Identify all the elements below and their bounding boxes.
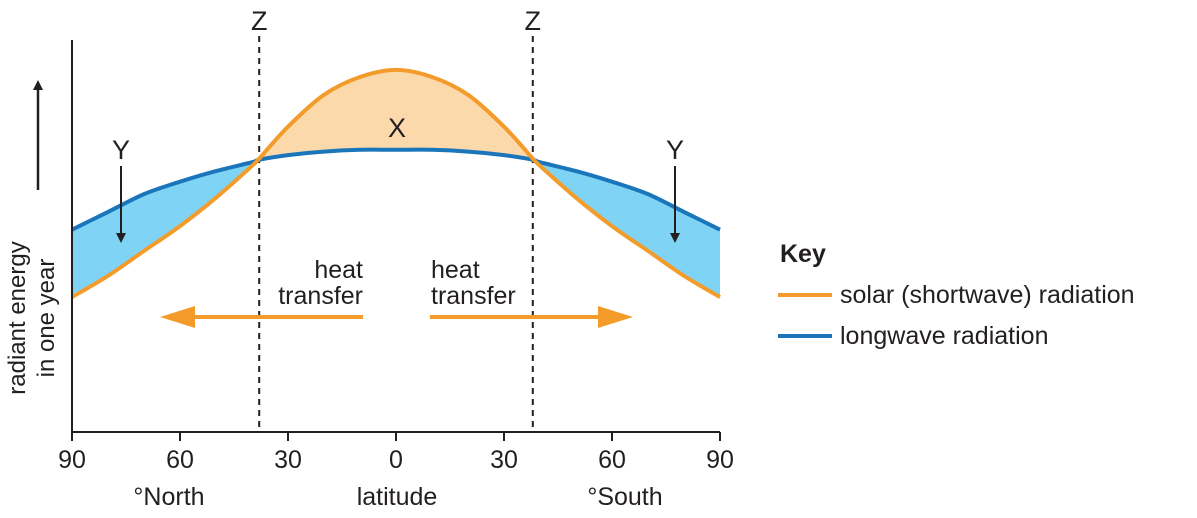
deficit-label-y-south: Y (666, 135, 684, 165)
longwave-radiation-line (71, 147, 721, 232)
heat-transfer-left-line2: transfer (278, 282, 363, 310)
energy-deficit-region-south (532, 158, 720, 298)
heat-transfer-right-line2: transfer (431, 282, 516, 310)
north-label: °North (133, 483, 204, 511)
energy-deficit-region-north (72, 158, 260, 298)
solar-radiation-line (70, 67, 722, 299)
x-tick-label-6: 90 (706, 446, 734, 474)
legend: Key solar (shortwave) radiation longwave… (778, 240, 1135, 350)
south-label: °South (587, 483, 662, 511)
heat-arrow-left-head (160, 306, 195, 328)
x-axis-tick-labels: 90 60 30 0 30 60 90 (58, 446, 734, 474)
legend-label-longwave: longwave radiation (840, 322, 1048, 350)
surplus-label-x: X (388, 113, 406, 143)
y-axis-label-line2: in one year (33, 259, 60, 378)
heat-transfer-left-line1: heat (314, 256, 363, 284)
z-label-north: Z (251, 6, 268, 36)
y-axis-label-line1: radiant energy (4, 241, 31, 394)
z-label-south: Z (525, 6, 542, 36)
x-tick-label-0: 90 (58, 446, 86, 474)
x-tick-label-5: 60 (598, 446, 626, 474)
x-tick-label-3: 0 (389, 446, 403, 474)
heat-arrow-right-head (598, 306, 633, 328)
x-tick-label-4: 30 (490, 446, 518, 474)
legend-label-solar: solar (shortwave) radiation (840, 281, 1135, 309)
legend-title: Key (780, 240, 826, 268)
x-tick-label-1: 60 (166, 446, 194, 474)
x-axis-ticks (71, 432, 721, 441)
x-tick-label-2: 30 (274, 446, 302, 474)
deficit-label-y-north: Y (112, 135, 130, 165)
energy-surplus-region (259, 69, 533, 160)
x-axis-label: latitude (357, 483, 438, 511)
heat-transfer-right-line1: heat (431, 256, 480, 284)
